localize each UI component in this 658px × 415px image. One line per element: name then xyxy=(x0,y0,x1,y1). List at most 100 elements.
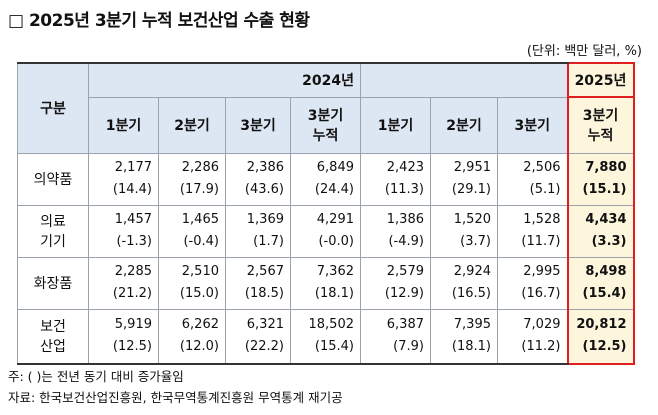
export-value: 1,465 xyxy=(181,212,219,227)
growth-rate: (3.3) xyxy=(591,234,627,249)
export-value: 1,386 xyxy=(386,212,424,227)
cell: 1,369 (1.7) xyxy=(225,204,291,258)
cell: 6,262 (12.0) xyxy=(158,308,226,365)
export-value: 7,362 xyxy=(316,264,354,279)
row-label: 화장품 xyxy=(17,256,89,310)
cumulative-line: 3분기 xyxy=(307,108,344,124)
cell: 2,995 (16.7) xyxy=(497,256,568,310)
quarter-header: 3분기 xyxy=(225,96,291,154)
growth-rate: (-0.0) xyxy=(318,234,354,249)
growth-rate: (11.3) xyxy=(384,182,424,197)
export-value: 2,567 xyxy=(246,264,284,279)
export-value: 2,177 xyxy=(114,160,152,175)
growth-rate: (15.1) xyxy=(582,182,627,197)
cell: 2,423 (11.3) xyxy=(360,152,431,206)
cell: 18,502 (15.4) xyxy=(290,308,361,365)
cell: 7,029 (11.2) xyxy=(497,308,568,365)
growth-rate: (11.2) xyxy=(521,339,561,355)
growth-rate: (18.5) xyxy=(244,286,284,301)
data-row: 의약품 2,177 (14.4) 2,286 (17.9) 2,386 (43.6) 6,84… xyxy=(17,152,635,206)
cell: 5,919 (12.5) xyxy=(88,308,159,365)
export-value: 2,924 xyxy=(453,264,491,279)
cell: 6,321 (22.2) xyxy=(225,308,291,365)
row-label-line: 산업 xyxy=(40,339,66,356)
growth-rate: (29.1) xyxy=(451,182,491,197)
export-value: 2,510 xyxy=(181,264,219,279)
export-value: 8,498 xyxy=(585,264,627,279)
export-value: 2,995 xyxy=(523,264,561,279)
cell: 2,177 (14.4) xyxy=(88,152,159,206)
growth-rate: (18.1) xyxy=(451,339,491,355)
growth-rate: (12.5) xyxy=(112,339,152,355)
cell: 4,434 (3.3) xyxy=(566,204,635,258)
cumulative-line: 누적 xyxy=(312,128,339,144)
growth-rate: (-4.9) xyxy=(388,234,424,249)
cell: 2,506 (5.1) xyxy=(497,152,568,206)
export-value: 18,502 xyxy=(308,317,355,333)
row-label-line: 화장품 xyxy=(33,276,73,292)
growth-rate: (18.1) xyxy=(314,286,354,301)
export-value: 2,579 xyxy=(386,264,424,279)
cumulative-line: 3분기 xyxy=(582,108,619,125)
growth-rate: (43.6) xyxy=(244,182,284,197)
cell: 7,362 (18.1) xyxy=(290,256,361,310)
growth-rate: (17.9) xyxy=(179,182,219,197)
export-value: 2,506 xyxy=(523,160,561,175)
growth-rate: (14.4) xyxy=(112,182,152,197)
growth-rate: (15.0) xyxy=(179,286,219,301)
year-header: 2025년 xyxy=(566,62,635,97)
note: 자료: 한국보건산업진흥원, 한국무역통계진흥원 무역통계 재기공 xyxy=(8,390,343,405)
export-value: 2,386 xyxy=(246,160,284,175)
row-label-line: 의약품 xyxy=(33,172,73,188)
year-header: 2024년 xyxy=(88,62,361,98)
quarter-header: 1분기 xyxy=(360,96,431,154)
cell: 1,528 (11.7) xyxy=(497,204,568,258)
cell: 6,849 (24.4) xyxy=(290,152,361,206)
growth-rate: (1.7) xyxy=(253,234,284,249)
growth-rate: (5.1) xyxy=(529,182,561,197)
growth-rate: (24.4) xyxy=(314,182,354,197)
growth-rate: (12.0) xyxy=(179,339,219,355)
growth-rate: (-0.4) xyxy=(183,234,219,249)
cell: 4,291 (-0.0) xyxy=(290,204,361,258)
growth-rate: (3.7) xyxy=(460,234,491,249)
cell: 2,286 (17.9) xyxy=(158,152,226,206)
export-value: 7,880 xyxy=(585,160,627,175)
growth-rate: (12.5) xyxy=(582,339,627,355)
cell: 7,880 (15.1) xyxy=(566,152,635,206)
export-value: 7,029 xyxy=(523,317,561,333)
cell: 2,579 (12.9) xyxy=(360,256,431,310)
quarter-header: 2분기 xyxy=(430,96,498,154)
quarter-header: 3분기 xyxy=(497,96,568,154)
growth-rate: (22.2) xyxy=(244,339,284,355)
cell: 1,457 (-1.3) xyxy=(88,204,159,258)
export-value: 6,387 xyxy=(386,317,424,333)
cell: 1,465 (-0.4) xyxy=(158,204,226,258)
row-label: 의약품 xyxy=(17,152,89,206)
cell: 2,510 (15.0) xyxy=(158,256,226,310)
unit: (단위: 백만 달러, %) xyxy=(526,44,642,59)
export-value: 4,434 xyxy=(585,212,627,227)
cell: 8,498 (15.4) xyxy=(566,256,635,310)
export-value: 5,919 xyxy=(114,317,152,333)
cell: 2,285 (21.2) xyxy=(88,256,159,310)
row-label-line: 보건 xyxy=(40,319,66,336)
cell: 20,812 (12.5) xyxy=(566,308,635,365)
row-label: 의료 기기 xyxy=(17,204,89,258)
quarter-header: 1분기 xyxy=(88,96,159,154)
growth-rate: (16.7) xyxy=(521,286,561,301)
growth-rate: (15.4) xyxy=(314,339,354,355)
cell: 2,567 (18.5) xyxy=(225,256,291,310)
growth-rate: (15.4) xyxy=(582,286,627,301)
data-row: 보건 산업 5,919 (12.5) 6,262 (12.0) 6,321 (22.2) 18,… xyxy=(17,308,635,365)
export-value: 2,951 xyxy=(453,160,491,175)
export-value: 2,285 xyxy=(114,264,152,279)
export-value: 1,369 xyxy=(246,212,284,227)
growth-rate: (7.9) xyxy=(393,339,424,355)
cumulative-line: 누적 xyxy=(587,128,614,145)
growth-rate: (12.9) xyxy=(384,286,424,301)
cell: 7,395 (18.1) xyxy=(430,308,498,365)
